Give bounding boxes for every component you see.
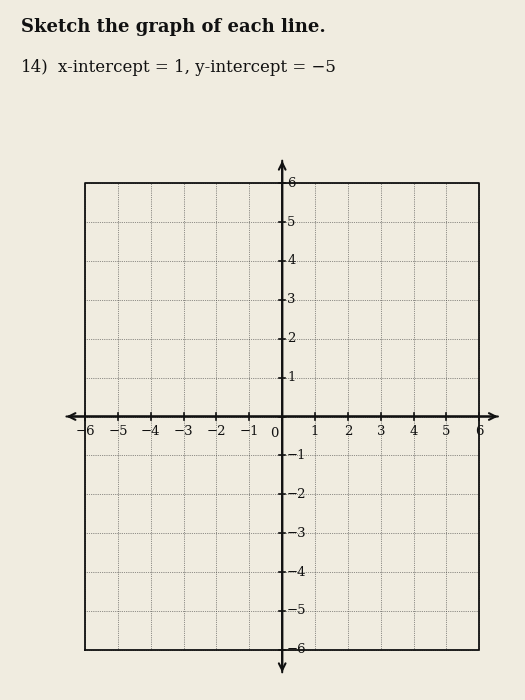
Text: 0: 0	[270, 428, 278, 440]
Text: −1: −1	[239, 425, 259, 438]
Text: −3: −3	[174, 425, 193, 438]
Text: 5: 5	[442, 425, 450, 438]
Text: −5: −5	[108, 425, 128, 438]
Text: 14): 14)	[21, 59, 49, 76]
Text: 1: 1	[311, 425, 319, 438]
Text: −2: −2	[287, 488, 307, 500]
Text: −2: −2	[207, 425, 226, 438]
Text: 4: 4	[410, 425, 418, 438]
Text: −4: −4	[141, 425, 161, 438]
Text: 3: 3	[287, 293, 296, 307]
Text: −6: −6	[287, 643, 307, 657]
Text: 5: 5	[287, 216, 296, 229]
Text: 6: 6	[475, 425, 484, 438]
Text: −4: −4	[287, 566, 307, 579]
Text: −1: −1	[287, 449, 307, 462]
Text: 2: 2	[344, 425, 352, 438]
Text: x-intercept = 1, y-intercept = −5: x-intercept = 1, y-intercept = −5	[58, 59, 335, 76]
Text: 4: 4	[287, 254, 296, 267]
Text: −3: −3	[287, 526, 307, 540]
Text: −6: −6	[75, 425, 95, 438]
Text: 3: 3	[376, 425, 385, 438]
Text: Sketch the graph of each line.: Sketch the graph of each line.	[21, 18, 326, 36]
Text: −5: −5	[287, 604, 307, 617]
Text: 6: 6	[287, 176, 296, 190]
Text: 1: 1	[287, 371, 296, 384]
Text: 2: 2	[287, 332, 296, 345]
